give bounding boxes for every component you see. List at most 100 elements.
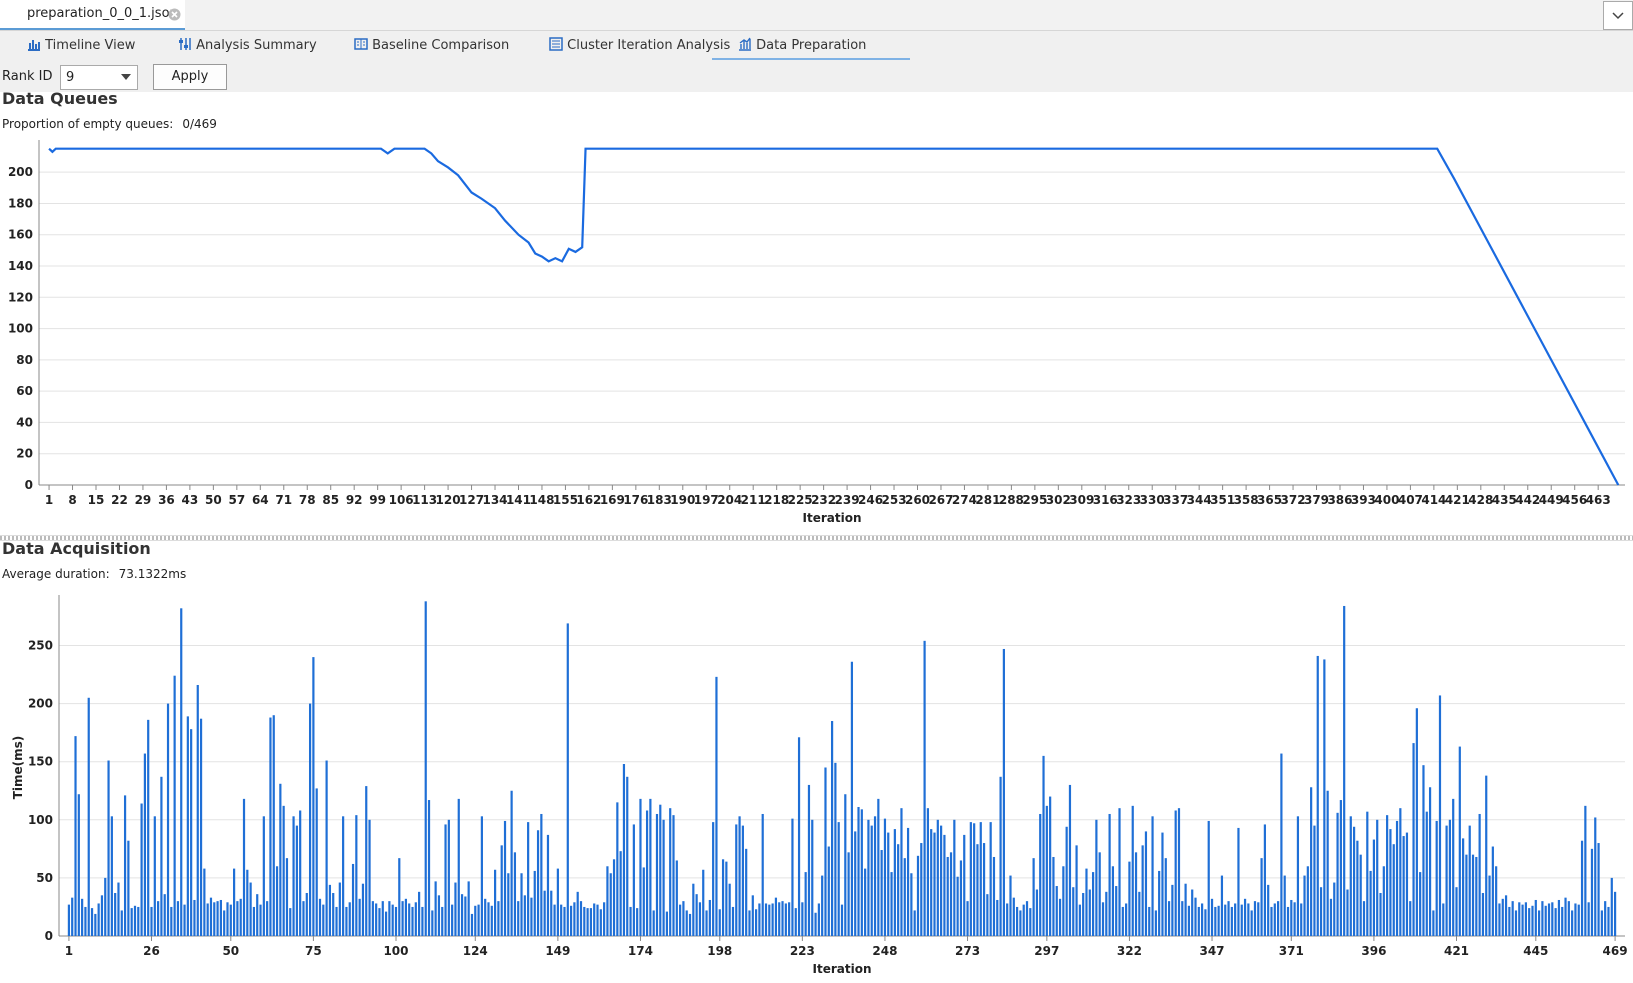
bar	[110, 816, 113, 936]
bar	[153, 816, 156, 936]
line-series	[48, 147, 1620, 486]
dropdown-button[interactable]	[1603, 1, 1633, 30]
bar	[715, 676, 718, 936]
x-tick-label: 127	[459, 493, 484, 507]
x-tick-label: 248	[872, 944, 897, 958]
bar	[1508, 906, 1511, 936]
bar	[123, 795, 127, 936]
bar	[437, 895, 441, 936]
bar	[996, 899, 999, 936]
rank-select[interactable]: 9	[60, 65, 138, 90]
bar	[546, 834, 550, 936]
x-tick-label: 197	[694, 493, 719, 507]
bar	[1025, 901, 1029, 936]
x-tick-label: 169	[600, 493, 625, 507]
y-tick-label: 60	[16, 384, 33, 398]
apply-button[interactable]: Apply	[153, 64, 227, 90]
bar	[497, 901, 500, 936]
bar	[1468, 825, 1471, 936]
bar	[394, 906, 398, 936]
bar	[788, 902, 791, 936]
bar	[1250, 910, 1253, 936]
nav-tab[interactable]: Cluster Iteration Analysis	[549, 31, 730, 60]
bar	[1191, 889, 1194, 936]
bar	[431, 910, 434, 936]
bar	[1019, 910, 1022, 936]
bar	[840, 904, 844, 936]
nav-tab[interactable]: Baseline Comparison	[354, 31, 509, 60]
bar	[77, 794, 80, 936]
bar	[890, 872, 893, 936]
bar	[1144, 831, 1148, 936]
bar	[1333, 882, 1336, 936]
bar	[1386, 815, 1389, 936]
x-tick-label: 372	[1281, 493, 1306, 507]
bar	[603, 902, 606, 936]
x-tick-label: 204	[717, 493, 742, 507]
bar	[1290, 899, 1293, 936]
nav-tab-active[interactable]: Data Preparation	[712, 31, 910, 60]
bar	[1310, 787, 1313, 936]
x-tick-label: 75	[305, 944, 322, 958]
bar	[1395, 820, 1399, 936]
bar	[285, 858, 289, 936]
x-tick-label: 100	[383, 944, 408, 958]
bar	[1158, 870, 1161, 936]
x-tick-label: 22	[111, 493, 128, 507]
close-icon[interactable]	[168, 8, 181, 21]
bar	[606, 866, 609, 936]
bar	[794, 908, 797, 936]
bar	[632, 824, 635, 936]
bar	[864, 868, 867, 936]
icon	[739, 37, 751, 51]
bar	[599, 909, 602, 936]
bar	[328, 884, 332, 936]
bar	[1240, 904, 1243, 936]
bar	[1270, 906, 1273, 936]
bar	[378, 908, 381, 936]
bar	[262, 816, 265, 936]
bar	[731, 906, 735, 936]
bar	[949, 852, 953, 936]
x-tick-label: 463	[1586, 493, 1611, 507]
file-tab[interactable]: preparation_0_0_1.json	[0, 0, 185, 30]
bar	[1590, 848, 1594, 936]
bar	[1141, 845, 1144, 936]
bar	[695, 894, 698, 936]
bar	[371, 901, 374, 936]
x-tick-label: 421	[1444, 944, 1469, 958]
x-tick-label: 239	[835, 493, 860, 507]
bar	[444, 824, 447, 936]
nav-tab[interactable]: Analysis Summary	[178, 31, 317, 60]
bar	[1567, 901, 1570, 936]
bar	[464, 896, 467, 936]
bar	[223, 910, 226, 936]
bar	[801, 902, 804, 936]
bar	[1458, 746, 1461, 936]
bar	[500, 845, 503, 936]
x-tick-label: 371	[1279, 944, 1304, 958]
bar	[513, 852, 517, 936]
bar	[190, 729, 193, 936]
bar	[176, 901, 180, 936]
bar	[1495, 866, 1498, 936]
bar	[434, 881, 437, 936]
splitter[interactable]	[0, 535, 1633, 541]
bar	[1257, 902, 1260, 936]
bar	[1078, 904, 1081, 936]
bar	[368, 819, 371, 936]
x-tick-label: 174	[628, 944, 653, 958]
x-tick-label: 85	[322, 493, 339, 507]
bar	[1177, 808, 1181, 936]
bar	[1220, 875, 1224, 936]
bar	[652, 910, 655, 936]
bar	[1108, 813, 1111, 936]
x-tick-label: 176	[623, 493, 648, 507]
bar	[107, 760, 110, 936]
x-tick-label: 64	[252, 493, 269, 507]
bar	[1075, 845, 1078, 936]
nav-tab[interactable]: Timeline View	[27, 31, 135, 60]
bar	[335, 906, 338, 936]
bar	[827, 846, 830, 936]
bar	[1300, 903, 1303, 936]
